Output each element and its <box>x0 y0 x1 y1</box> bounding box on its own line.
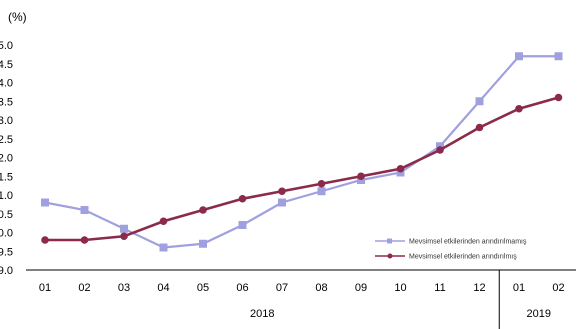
y-tick-label: 12.5 <box>0 134 13 146</box>
y-tick-label: 11.5 <box>0 171 13 183</box>
x-tick-label: 11 <box>434 282 445 294</box>
x-tick-label: 07 <box>276 282 288 294</box>
x-tick-label: 03 <box>118 282 130 294</box>
x-axis-ticks: 01 02 03 04 05 06 07 08 09 10 11 12 01 02 <box>39 282 565 294</box>
data-point-circle <box>475 123 484 132</box>
data-point-circle <box>396 164 405 173</box>
y-tick-label: 15.0 <box>0 40 13 52</box>
x-tick-label: 05 <box>197 282 209 294</box>
legend: Mevsimsel etkilerinden arındırılmamış Mev… <box>375 238 527 261</box>
series-layer <box>41 52 563 252</box>
data-point-square <box>475 97 484 106</box>
y-tick-label: 12.0 <box>0 153 13 165</box>
y-tick-label: 10.0 <box>0 228 13 240</box>
x-tick-label: 01 <box>39 282 51 294</box>
data-point-square <box>278 198 286 207</box>
data-point-circle <box>357 172 365 181</box>
data-point-square <box>238 221 247 229</box>
year-group-label: 2019 <box>527 308 551 320</box>
year-group-label: 2018 <box>250 308 274 320</box>
data-point-square <box>554 52 563 61</box>
y-tick-label: 10.5 <box>0 209 13 221</box>
data-point-circle <box>41 236 49 244</box>
y-tick-label: 9.5 <box>0 246 13 258</box>
legend-label: Mevsimsel etkilerinden arındırılmış <box>409 254 517 261</box>
legend-label: Mevsimsel etkilerinden arındırılmamış <box>409 239 527 246</box>
unit-label: (%) <box>8 10 27 24</box>
data-point-square <box>317 187 326 196</box>
y-axis-ticks: 9.0 9.5 10.0 10.5 11.0 11.5 12.0 12.5 13.0 13.5 14… <box>0 40 13 277</box>
y-tick-label: 11.0 <box>0 190 13 202</box>
x-tick-label: 02 <box>552 282 564 294</box>
y-tick-label: 9.0 <box>0 265 13 277</box>
data-point-circle <box>317 179 326 188</box>
y-tick-label: 14.5 <box>0 59 13 71</box>
data-point-circle <box>199 206 207 214</box>
data-point-circle <box>80 236 89 244</box>
y-tick-label: 13.5 <box>0 96 13 108</box>
data-point-square <box>199 239 207 248</box>
x-tick-label: 09 <box>355 282 367 294</box>
y-tick-label: 14.0 <box>0 78 13 90</box>
data-point-circle <box>120 232 128 241</box>
x-tick-label: 10 <box>394 282 406 294</box>
data-point-circle <box>554 93 563 102</box>
data-point-square <box>515 52 523 61</box>
data-point-square <box>80 206 89 214</box>
y-tick-label: 13.0 <box>0 115 13 127</box>
x-tick-label: 01 <box>513 282 525 294</box>
x-tick-label: 02 <box>78 282 90 294</box>
x-tick-label: 08 <box>315 282 327 294</box>
x-tick-label: 12 <box>473 282 485 294</box>
legend-marker-circle <box>387 253 393 259</box>
x-tick-label: 06 <box>236 282 248 294</box>
data-point-circle <box>238 194 247 203</box>
data-point-square <box>159 243 168 252</box>
data-point-square <box>120 224 128 233</box>
data-point-circle <box>515 104 523 113</box>
data-point-circle <box>159 217 168 226</box>
data-point-square <box>41 198 49 207</box>
series-line <box>45 96 559 242</box>
series-line <box>44 55 559 249</box>
data-point-circle <box>278 187 286 196</box>
legend-marker-square <box>387 238 392 244</box>
x-axis-year-groups: 2018 2019 <box>250 270 551 329</box>
data-point-circle <box>436 146 444 154</box>
x-tick-label: 04 <box>157 282 169 294</box>
